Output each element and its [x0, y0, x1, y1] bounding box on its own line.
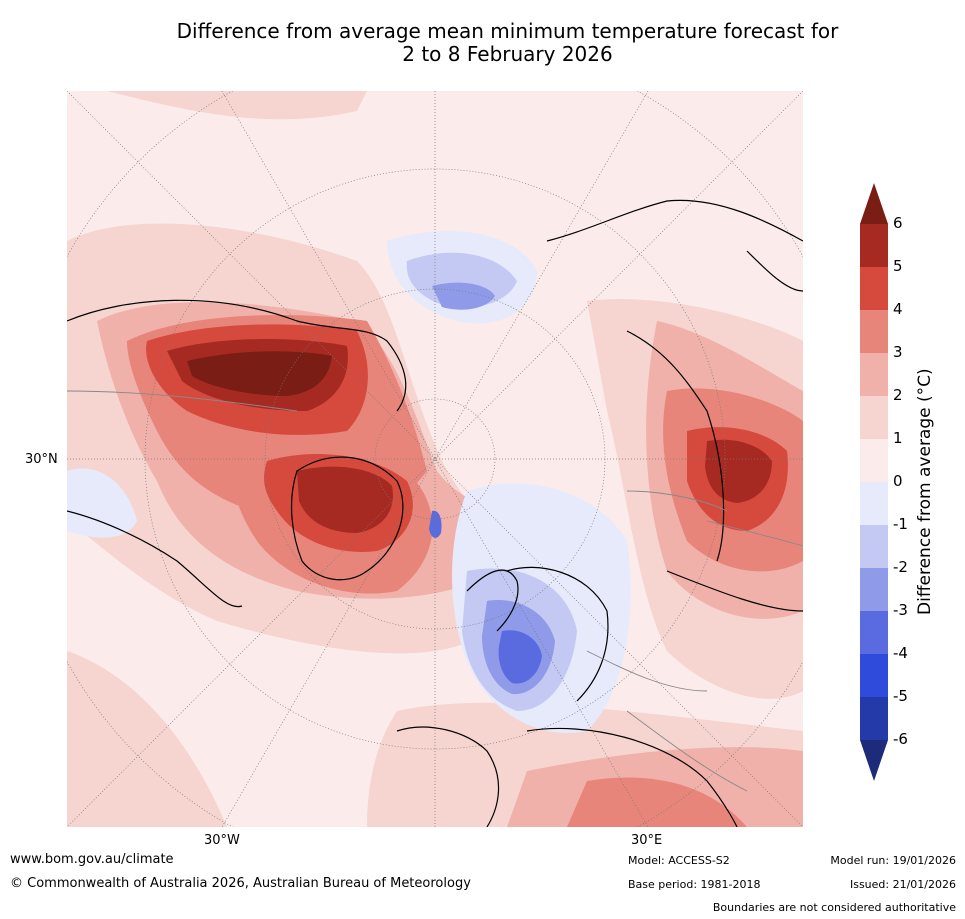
- colorbar-tick-label: -6: [893, 730, 908, 748]
- anomaly-neg-0-1-region: [67, 468, 137, 538]
- colorbar-cell: [860, 568, 888, 611]
- anomaly-5-6-region: [297, 466, 393, 533]
- colorbar-extend-top: [860, 183, 888, 224]
- title-line-1: Difference from average mean minimum tem…: [176, 19, 839, 43]
- coastlines: [67, 199, 803, 827]
- anomaly-1-2-region: [67, 651, 227, 827]
- base-period: Base period: 1981-2018: [628, 878, 761, 891]
- colorbar-cell: [860, 353, 888, 396]
- colorbar-tick-label: 0: [893, 472, 903, 490]
- boundary-disclaimer: Boundaries are not considered authoritat…: [712, 901, 956, 914]
- colorbar-tick-label: -5: [893, 687, 908, 705]
- colorbar-tick-label: -4: [893, 644, 908, 662]
- colorbar-tick-label: 4: [893, 300, 903, 318]
- colorbar-tick-label: 2: [893, 386, 903, 404]
- lat-label-30n: 30°N: [25, 452, 58, 467]
- website-link[interactable]: www.bom.gov.au/climate: [10, 852, 174, 867]
- model-name: Model: ACCESS-S2: [628, 854, 730, 867]
- colorbar-cells: [860, 224, 888, 740]
- colorbar-cell: [860, 654, 888, 697]
- colorbar-tick-label: -3: [893, 601, 908, 619]
- colorbar-extend-bottom: [860, 740, 888, 781]
- colorbar-cell: [860, 482, 888, 525]
- colorbar-tick-label: 5: [893, 257, 903, 275]
- colorbar-cell: [860, 224, 888, 267]
- colorbar-cell: [860, 267, 888, 310]
- boundaries: [67, 390, 803, 792]
- colorbar-cell: [860, 396, 888, 439]
- title-line-2: 2 to 8 February 2026: [402, 42, 613, 66]
- colorbar-cell: [860, 697, 888, 740]
- lon-label-30e: 30°E: [631, 833, 663, 848]
- colorbar-label: Difference from average (°C): [915, 368, 935, 615]
- colorbar-cell: [860, 310, 888, 353]
- colorbar-cell: [860, 611, 888, 654]
- colorbar-tick-label: 6: [893, 214, 903, 232]
- anomaly-neg-3-4-region: [429, 510, 442, 538]
- colorbar: [860, 183, 888, 781]
- anomaly-neg-3-4-region: [498, 630, 542, 684]
- anomaly-5-6-region: [705, 439, 772, 503]
- colorbar-tick-label: 1: [893, 429, 903, 447]
- issued-date: Issued: 21/01/2026: [849, 878, 956, 891]
- colorbar-cell: [860, 525, 888, 568]
- graticule: [67, 91, 803, 827]
- colorbar-tick-label: -2: [893, 558, 908, 576]
- chart-title: Difference from average mean minimum tem…: [60, 20, 955, 66]
- anomaly-1-2-region: [107, 91, 367, 120]
- anomaly-3-4-region: [567, 777, 747, 827]
- colorbar-tick-label: -1: [893, 515, 908, 533]
- anomaly-6plus-region: [187, 351, 332, 396]
- lon-label-30w: 30°W: [204, 833, 240, 848]
- copyright: © Commonwealth of Australia 2026, Austra…: [10, 876, 471, 891]
- colorbar-cell: [860, 439, 888, 482]
- model-run-date: Model run: 19/01/2026: [830, 854, 956, 867]
- colorbar-tick-label: 3: [893, 343, 903, 361]
- temperature-anomaly-map: [67, 91, 803, 827]
